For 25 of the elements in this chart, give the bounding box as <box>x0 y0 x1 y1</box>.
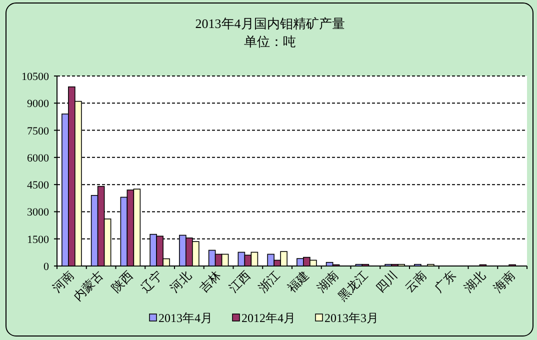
x-tick-label: 四川 <box>373 268 400 296</box>
legend-label: 2012年4月 <box>242 311 296 325</box>
x-tick-label: 陕西 <box>108 268 136 296</box>
x-tick-label: 广东 <box>432 268 459 296</box>
x-tick-label: 河北 <box>167 268 194 296</box>
x-tick-label: 海南 <box>490 268 518 296</box>
x-tick-label: 辽宁 <box>138 268 165 296</box>
x-tick-label: 湖北 <box>461 268 488 296</box>
y-tick-label: 10500 <box>22 71 50 83</box>
y-tick-label: 7500 <box>27 125 50 138</box>
chart-title: 2013年4月国内钼精矿产量 <box>195 16 345 31</box>
legend-label: 2013年4月 <box>158 311 212 325</box>
y-tick-label: 4500 <box>27 180 50 192</box>
y-tick-label: 0 <box>44 261 50 273</box>
x-tick-label: 江西 <box>226 268 254 296</box>
y-tick-label: 1500 <box>27 234 50 246</box>
x-tick-label: 浙江 <box>256 268 282 296</box>
chart-subtitle: 单位：吨 <box>244 34 296 49</box>
x-tick-label: 云南 <box>402 268 430 296</box>
y-tick-label: 6000 <box>27 152 50 164</box>
y-tick-label: 3000 <box>27 206 50 219</box>
x-tick-label: 吉林 <box>196 268 224 296</box>
y-tick-label: 9000 <box>27 98 50 110</box>
x-tick-label: 福建 <box>284 268 312 296</box>
legend-label: 2013年3月 <box>324 311 378 325</box>
